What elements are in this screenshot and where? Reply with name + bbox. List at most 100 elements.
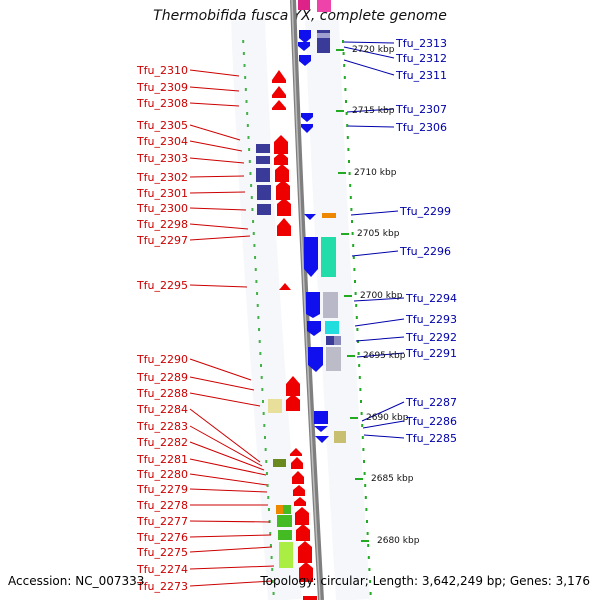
gene-feature[interactable] [279,283,291,290]
gene-label-left[interactable]: Tfu_2276 [136,531,188,544]
gene-feature[interactable] [314,411,328,424]
gene-feature[interactable] [325,321,339,334]
gene-label-right[interactable]: Tfu_2306 [395,121,447,134]
gene-feature[interactable] [299,30,311,43]
gene-label-left[interactable]: Tfu_2281 [136,453,188,466]
gene-feature[interactable] [272,86,286,98]
gene-feature[interactable] [283,505,291,514]
gene-feature[interactable] [299,55,311,66]
gene-label-left[interactable]: Tfu_2284 [136,403,188,416]
gene-feature[interactable] [257,185,271,200]
gene-feature[interactable] [308,347,323,372]
gene-feature[interactable] [301,124,313,133]
gene-label-left[interactable]: Tfu_2288 [136,387,188,400]
gene-label-right[interactable]: Tfu_2307 [395,103,447,116]
gene-label-left[interactable]: Tfu_2301 [136,187,188,200]
gene-feature[interactable] [290,448,302,456]
gene-feature[interactable] [272,100,286,110]
gene-feature[interactable] [286,376,300,396]
gene-feature[interactable] [298,0,310,10]
gene-label-left[interactable]: Tfu_2283 [136,420,188,433]
gene-feature[interactable] [278,530,292,540]
gene-feature[interactable] [268,399,282,413]
gene-feature[interactable] [293,485,305,496]
gene-label-left[interactable]: Tfu_2298 [136,218,188,231]
gene-feature[interactable] [292,471,304,484]
gene-feature[interactable] [295,507,309,525]
gene-feature[interactable] [314,426,328,432]
gene-label-right[interactable]: Tfu_2287 [405,396,457,409]
gene-feature[interactable] [303,596,317,600]
gene-feature[interactable] [317,33,330,38]
gene-label-right[interactable]: Tfu_2293 [405,313,457,326]
gene-feature[interactable] [275,164,289,182]
gene-label-left[interactable]: Tfu_2277 [136,515,188,528]
gene-label-left[interactable]: Tfu_2309 [136,81,188,94]
gene-label-left[interactable]: Tfu_2310 [136,64,188,77]
gene-label-right[interactable]: Tfu_2291 [405,347,457,360]
gene-feature[interactable] [272,70,286,83]
gene-label-right[interactable]: Tfu_2312 [395,52,447,65]
gene-feature[interactable] [276,505,283,514]
gene-label-left[interactable]: Tfu_2279 [136,483,188,496]
gene-feature[interactable] [273,459,286,467]
gene-feature[interactable] [304,237,318,277]
gene-feature[interactable] [334,431,346,443]
gene-label-left[interactable]: Tfu_2290 [136,353,188,366]
gene-feature[interactable] [277,198,291,216]
gene-label-left[interactable]: Tfu_2275 [136,546,188,559]
gene-label-left[interactable]: Tfu_2274 [136,563,188,576]
gene-feature[interactable] [296,524,310,541]
gene-feature[interactable] [291,457,303,469]
gene-label-left[interactable]: Tfu_2278 [136,499,188,512]
gene-label-left[interactable]: Tfu_2308 [136,97,188,110]
gene-feature[interactable] [256,168,270,182]
gene-feature[interactable] [301,113,313,122]
gene-feature[interactable] [317,0,331,12]
gene-label-left[interactable]: Tfu_2280 [136,468,188,481]
gene-label-left[interactable]: Tfu_2305 [136,119,188,132]
gene-feature[interactable] [277,515,292,527]
gene-feature[interactable] [256,156,270,164]
gene-label-left[interactable]: Tfu_2300 [136,202,188,215]
gene-label-left[interactable]: Tfu_2289 [136,371,188,384]
gene-feature[interactable] [304,214,316,220]
gene-feature[interactable] [334,336,341,345]
gene-feature[interactable] [322,213,336,218]
gene-feature[interactable] [306,292,320,318]
gene-label-left[interactable]: Tfu_2297 [136,234,188,247]
gene-feature[interactable] [298,42,310,51]
gene-feature[interactable] [274,152,288,165]
gene-label-right[interactable]: Tfu_2313 [395,37,447,50]
gene-label-right[interactable]: Tfu_2292 [405,331,457,344]
gene-label-left[interactable]: Tfu_2302 [136,171,188,184]
gene-feature[interactable] [326,347,341,371]
gene-feature[interactable] [279,542,293,568]
gene-label-right[interactable]: Tfu_2311 [395,69,447,82]
gene-label-left[interactable]: Tfu_2282 [136,436,188,449]
gene-feature[interactable] [323,292,338,318]
gene-feature[interactable] [298,541,312,563]
gene-label-right[interactable]: Tfu_2285 [405,432,457,445]
gene-feature[interactable] [321,237,336,277]
gene-feature[interactable] [256,144,270,153]
gene-label-right[interactable]: Tfu_2299 [399,205,451,218]
gene-label-left[interactable]: Tfu_2303 [136,152,188,165]
gene-feature[interactable] [299,562,313,582]
gene-feature[interactable] [307,321,321,336]
gene-label-right[interactable]: Tfu_2296 [399,245,451,258]
gene-feature[interactable] [257,204,271,215]
gene-feature[interactable] [326,336,334,345]
gene-feature[interactable] [276,180,290,200]
gene-label-left[interactable]: Tfu_2304 [136,135,188,148]
gene-label-left[interactable]: Tfu_2295 [136,279,188,292]
gene-label-right[interactable]: Tfu_2286 [405,415,457,428]
gene-feature[interactable] [286,394,300,411]
gene-feature[interactable] [277,218,291,236]
gene-feature[interactable] [315,436,329,443]
gene-label-right[interactable]: Tfu_2294 [405,292,457,305]
gene-feature[interactable] [274,135,288,154]
gene-feature[interactable] [294,497,306,506]
gene-label-left[interactable]: Tfu_2273 [136,580,188,593]
